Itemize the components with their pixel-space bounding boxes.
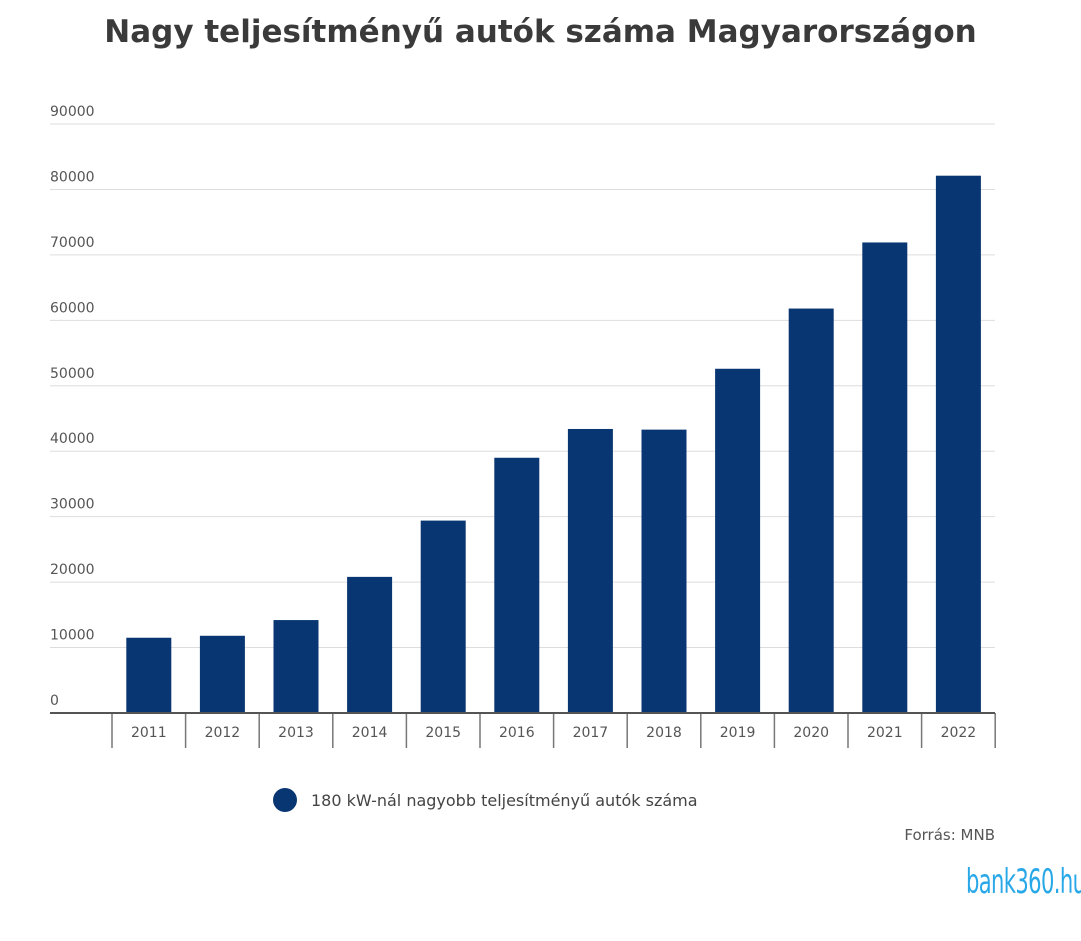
bar-2020	[788, 308, 834, 713]
y-tick-label: 60000	[50, 300, 95, 316]
legend-marker	[273, 788, 297, 812]
y-tick-label: 40000	[50, 431, 95, 447]
x-tick-label: 2015	[425, 725, 461, 741]
x-tick-label: 2020	[793, 725, 829, 741]
y-tick-label: 20000	[50, 562, 95, 578]
y-tick-label: 50000	[50, 366, 95, 382]
bar-2018	[641, 429, 687, 713]
x-tick-label: 2016	[499, 725, 535, 741]
bar-2016	[494, 457, 540, 713]
legend: 180 kW-nál nagyobb teljesítményű autók s…	[273, 788, 698, 812]
x-tick-label: 2011	[131, 725, 167, 741]
bar-2013	[273, 620, 319, 713]
bar-2019	[715, 368, 761, 713]
y-tick-label: 30000	[50, 497, 95, 513]
bar-2015	[420, 520, 466, 713]
x-tick-label: 2013	[278, 725, 314, 741]
x-tick-label: 2012	[205, 725, 241, 741]
x-tick-label: 2014	[352, 725, 388, 741]
y-tick-label: 10000	[50, 628, 95, 644]
source-note: Forrás: MNB	[904, 826, 995, 844]
legend-label: 180 kW-nál nagyobb teljesítményű autók s…	[311, 790, 698, 810]
x-tick-label: 2021	[867, 725, 903, 741]
y-tick-label: 0	[50, 693, 59, 709]
x-tick-label: 2019	[720, 725, 756, 741]
bar-2017	[567, 428, 613, 713]
y-tick-label: 90000	[50, 104, 95, 120]
x-tick-label: 2017	[573, 725, 609, 741]
bank360-logo: bank360.hu	[966, 862, 1081, 902]
y-tick-label: 70000	[50, 235, 95, 251]
bar-2011	[126, 637, 172, 713]
bar-2014	[347, 576, 393, 713]
bar-2012	[199, 635, 245, 713]
x-tick-label: 2022	[941, 725, 977, 741]
chart-title: Nagy teljesítményű autók száma Magyarors…	[104, 14, 977, 50]
bar-2022	[935, 175, 981, 713]
x-tick-label: 2018	[646, 725, 682, 741]
y-tick-label: 80000	[50, 169, 95, 185]
bar-2021	[862, 242, 908, 713]
